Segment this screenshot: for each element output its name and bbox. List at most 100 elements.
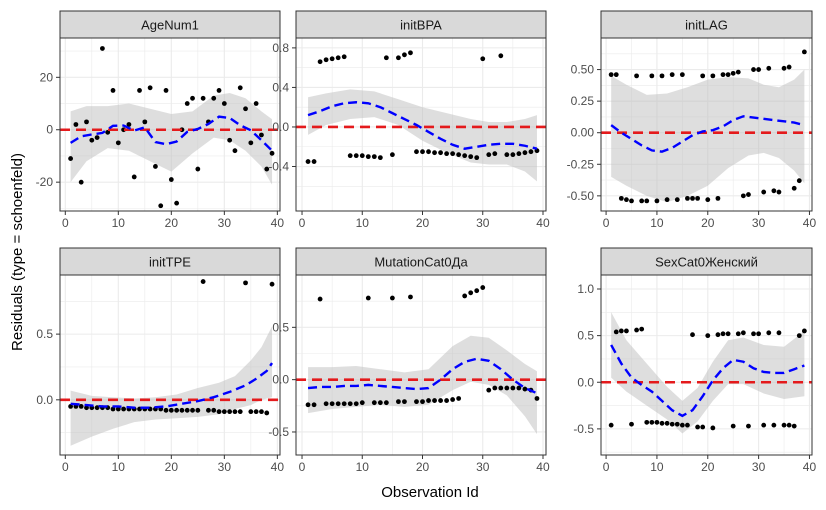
residual-point [695, 424, 700, 430]
residual-point [528, 149, 534, 155]
panel-border [295, 37, 547, 212]
residual-point [232, 148, 238, 154]
residual-point [766, 65, 772, 71]
residual-point [786, 64, 792, 70]
facet-strip [59, 10, 281, 39]
residual-point [468, 154, 474, 160]
residual-point [126, 122, 132, 127]
residual-point [371, 154, 377, 160]
residual-point [664, 420, 670, 426]
residual-point [649, 73, 655, 79]
residual-point [516, 385, 522, 391]
residual-point [468, 290, 474, 296]
residual-point [365, 154, 371, 160]
facet-title: initBPA [400, 18, 442, 33]
residual-point [115, 406, 121, 412]
residual-point [110, 406, 116, 412]
residual-point [456, 152, 462, 158]
residual-point [644, 198, 650, 204]
residual-point [73, 122, 79, 127]
x-axis-title: Observation Id [381, 484, 479, 501]
residual-point [94, 135, 100, 141]
residual-point [206, 407, 211, 413]
residual-point [474, 288, 480, 294]
x-tick-label: 0 [603, 216, 610, 230]
x-tick-label: 40 [803, 216, 817, 230]
residual-point [84, 119, 89, 125]
residual-point [163, 407, 169, 413]
residual-point [618, 195, 624, 201]
residual-point [462, 293, 468, 299]
smooth-line [307, 101, 538, 150]
residual-point [700, 73, 706, 79]
residual-point [432, 398, 437, 403]
residual-point [371, 400, 377, 406]
residual-point [84, 405, 89, 411]
residual-point [522, 150, 528, 156]
residual-point [110, 88, 116, 93]
residual-point [761, 189, 767, 195]
x-tick-label: 30 [218, 460, 232, 474]
x-tick-label: 10 [356, 460, 370, 474]
residual-point [634, 73, 639, 79]
facet-title: SexCat0Женский [655, 255, 758, 270]
y-tick-label: 0.0 [36, 393, 53, 407]
residual-point [420, 149, 425, 155]
panel-border [600, 274, 813, 456]
residual-point [618, 328, 624, 334]
residual-point [685, 422, 690, 428]
residual-point [486, 387, 492, 393]
residual-point [396, 55, 401, 61]
y-tick-label: 1.0 [577, 282, 594, 296]
facet-strip [600, 247, 813, 276]
residual-point [264, 166, 270, 172]
residual-point [89, 137, 95, 143]
residual-point [438, 398, 443, 403]
residual-point [396, 399, 401, 405]
residual-point [190, 95, 195, 101]
facet-panel: AgeNum1 0 10 20 30 40 -20 0 20 [36, 10, 285, 230]
y-tick-label: 0.5 [272, 320, 289, 334]
y-tick-label: -0.5 [573, 422, 594, 436]
residual-point [492, 385, 498, 391]
residual-point [227, 409, 233, 415]
residual-point [771, 422, 777, 428]
residual-point [654, 419, 660, 425]
residual-point [516, 151, 522, 157]
x-tick-label: 30 [752, 216, 766, 230]
residual-point [402, 52, 407, 58]
residual-point [365, 295, 371, 301]
residual-point [751, 67, 756, 72]
residual-point [796, 333, 802, 339]
residual-point [613, 72, 619, 78]
x-tick-label: 40 [271, 216, 285, 230]
facet-panel: initTPE 0 10 20 30 40 0.0 0.5 [36, 247, 284, 474]
residual-point [408, 50, 413, 56]
residual-point [776, 330, 782, 336]
residual-point [781, 422, 787, 428]
x-tick-label: 20 [701, 460, 715, 474]
residual-point [649, 419, 655, 425]
residual-point [746, 423, 751, 429]
confidence-band [308, 89, 537, 182]
y-tick-label: 0.50 [571, 63, 595, 77]
residual-point [674, 421, 680, 427]
residual-point [710, 73, 716, 79]
residual-point [705, 333, 711, 339]
residual-point [377, 400, 383, 406]
y-tick-label: 0.0 [272, 120, 289, 134]
residual-point [190, 407, 195, 413]
residual-point [791, 423, 797, 429]
residual-point [179, 407, 185, 413]
x-tick-label: 30 [218, 216, 232, 230]
residual-point [761, 422, 767, 428]
x-tick-label: 10 [650, 460, 664, 474]
residual-point [462, 153, 468, 159]
y-tick-label: 0.4 [272, 80, 289, 94]
residual-point [100, 46, 105, 51]
residual-point [78, 179, 84, 185]
residual-point [402, 399, 407, 405]
residual-point [211, 407, 217, 413]
residual-point [174, 200, 180, 206]
residual-point [305, 159, 311, 164]
